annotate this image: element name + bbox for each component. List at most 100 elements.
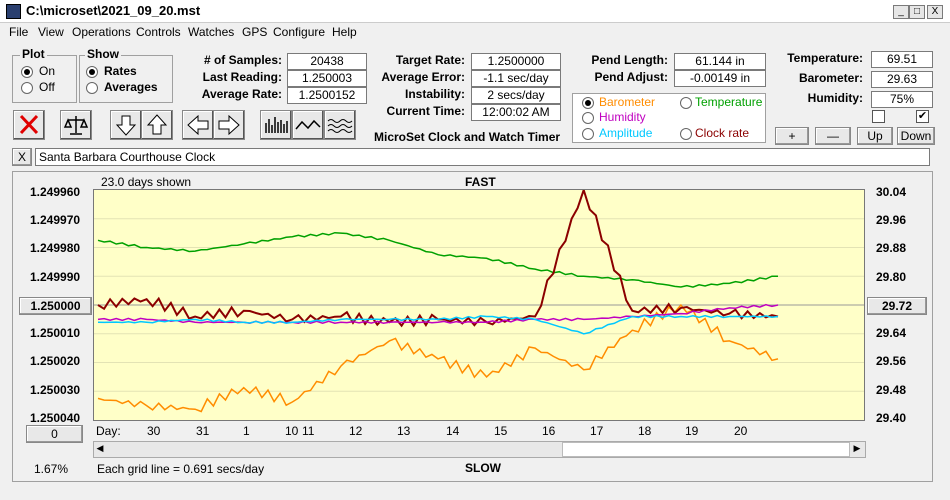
pend-adjust-label: Pend Adjust:: [594, 70, 668, 84]
pend-length-field[interactable]: 61.144 in: [674, 53, 766, 70]
humidity-radio[interactable]: [582, 112, 594, 124]
scroll-left-icon[interactable]: ◀: [96, 443, 104, 453]
maximize-button[interactable]: □: [909, 5, 925, 19]
series-line-humidity: [97, 303, 779, 324]
menu-operations[interactable]: Operations: [72, 25, 131, 39]
down-button[interactable]: Down: [897, 127, 935, 145]
right-checkbox[interactable]: ✔: [916, 110, 929, 123]
line-view-button[interactable]: [292, 110, 324, 140]
scroll-percent: 1.67%: [34, 462, 69, 476]
app-heading: MicroSet Clock and Watch Timer: [374, 130, 561, 144]
red-x-icon: [19, 114, 39, 135]
show-rates-radio[interactable]: [86, 66, 98, 78]
menu-gps[interactable]: GPS: [242, 25, 268, 39]
x-tick-label: 1: [243, 424, 250, 438]
temperature-radio[interactable]: [680, 97, 692, 109]
left-center-value-button[interactable]: 1.250000: [19, 297, 92, 315]
right-center-value-button[interactable]: 29.72: [867, 297, 927, 315]
x-tick-label: 19: [685, 424, 699, 438]
menu-configure[interactable]: Configure: [273, 25, 326, 39]
target-rate-field[interactable]: 1.2500000: [471, 53, 561, 70]
temperature-label: Temperature:: [787, 51, 863, 65]
slow-label: SLOW: [465, 461, 501, 475]
left-tick-label: 1.250030: [30, 383, 81, 397]
samples-label: # of Samples:: [203, 53, 282, 67]
plot-on-radio[interactable]: [21, 66, 33, 78]
scroll-right-icon[interactable]: ▶: [853, 443, 861, 453]
plot-on-label: On: [39, 64, 56, 78]
temperature-field: 69.51: [871, 51, 933, 68]
show-group-title: Show: [85, 47, 121, 61]
x-tick-label: 20: [734, 424, 748, 438]
show-rates-label: Rates: [104, 64, 137, 78]
close-button[interactable]: X: [927, 5, 943, 19]
plot-off-radio[interactable]: [21, 82, 33, 94]
series-line-temperature: [97, 231, 778, 288]
barometer-radio[interactable]: [582, 97, 594, 109]
chart-plot-area[interactable]: [93, 186, 865, 421]
clock-rate-option-label: Clock rate: [695, 126, 750, 140]
right-tick-label: 29.40: [876, 411, 907, 425]
arrow-down-button[interactable]: [110, 110, 142, 140]
smooth-view-button[interactable]: [324, 110, 356, 140]
zero-button[interactable]: 0: [26, 425, 83, 443]
minimize-button[interactable]: _: [893, 5, 909, 19]
current-time-field: 12:00:02 AM: [471, 104, 561, 121]
day-axis-label: Day:: [96, 424, 121, 438]
humidity-field: 75%: [871, 91, 933, 108]
x-tick-label: 11: [302, 424, 315, 438]
arrow-left-button[interactable]: [182, 110, 214, 140]
stop-button[interactable]: [13, 110, 45, 140]
menu-file[interactable]: File: [9, 25, 29, 39]
arrow-down-icon: [115, 115, 137, 136]
bar-view-button[interactable]: [260, 110, 292, 140]
window-title: C:\microset\2021_09_20.mst: [26, 3, 201, 18]
show-averages-radio[interactable]: [86, 82, 98, 94]
right-tick-label: 29.96: [876, 213, 907, 227]
menu-watches[interactable]: Watches: [188, 25, 235, 39]
days-shown-label: 23.0 days shown: [101, 175, 192, 189]
arrow-right-button[interactable]: [213, 110, 245, 140]
chart-svg: [94, 186, 864, 413]
barometer-option-label: Barometer: [599, 95, 656, 109]
amplitude-radio[interactable]: [582, 128, 594, 140]
balance-button[interactable]: [60, 110, 92, 140]
menu-help[interactable]: Help: [332, 25, 357, 39]
left-tick-label: 1.249990: [30, 270, 81, 284]
wave-line-icon: [295, 119, 321, 130]
up-button[interactable]: Up: [857, 127, 893, 145]
barometer-field: 29.63: [871, 71, 933, 88]
clock-rate-radio[interactable]: [680, 128, 692, 140]
menu-controls[interactable]: Controls: [136, 25, 181, 39]
arrow-up-button[interactable]: [141, 110, 173, 140]
x-tick-label: 18: [638, 424, 652, 438]
right-tick-label: 30.04: [876, 185, 907, 199]
left-checkbox[interactable]: [872, 110, 885, 123]
show-group: [79, 55, 173, 103]
show-averages-label: Averages: [104, 80, 158, 94]
plot-off-label: Off: [39, 80, 55, 94]
sensor-select-box: [572, 93, 766, 143]
clock-name-input[interactable]: Santa Barbara Courthouse Clock: [35, 148, 930, 166]
average-rate-field: 1.2500152: [287, 87, 367, 104]
x-tick-label: 31: [196, 424, 210, 438]
x-tick-label: 16: [542, 424, 556, 438]
ripple-icon: [327, 119, 353, 133]
fast-label: FAST: [465, 175, 496, 189]
grid-line-note: Each grid line = 0.691 secs/day: [97, 462, 265, 476]
samples-field: 20438: [287, 53, 367, 70]
arrow-up-icon: [146, 114, 168, 135]
x-tick-label: 17: [590, 424, 604, 438]
menu-view[interactable]: View: [38, 25, 64, 39]
target-rate-label: Target Rate:: [395, 53, 465, 67]
left-tick-label: 1.249960: [30, 185, 81, 199]
x-tick-label: 13: [397, 424, 411, 438]
instability-field: 2 secs/day: [471, 87, 561, 104]
minus-button[interactable]: —: [815, 127, 851, 145]
left-tick-label: 1.249970: [30, 213, 81, 227]
scrollbar-thumb[interactable]: [562, 442, 850, 457]
chart-frame: [12, 171, 933, 482]
plot-group: [12, 55, 77, 103]
plus-button[interactable]: +: [775, 127, 809, 145]
clear-name-button[interactable]: X: [12, 148, 32, 166]
